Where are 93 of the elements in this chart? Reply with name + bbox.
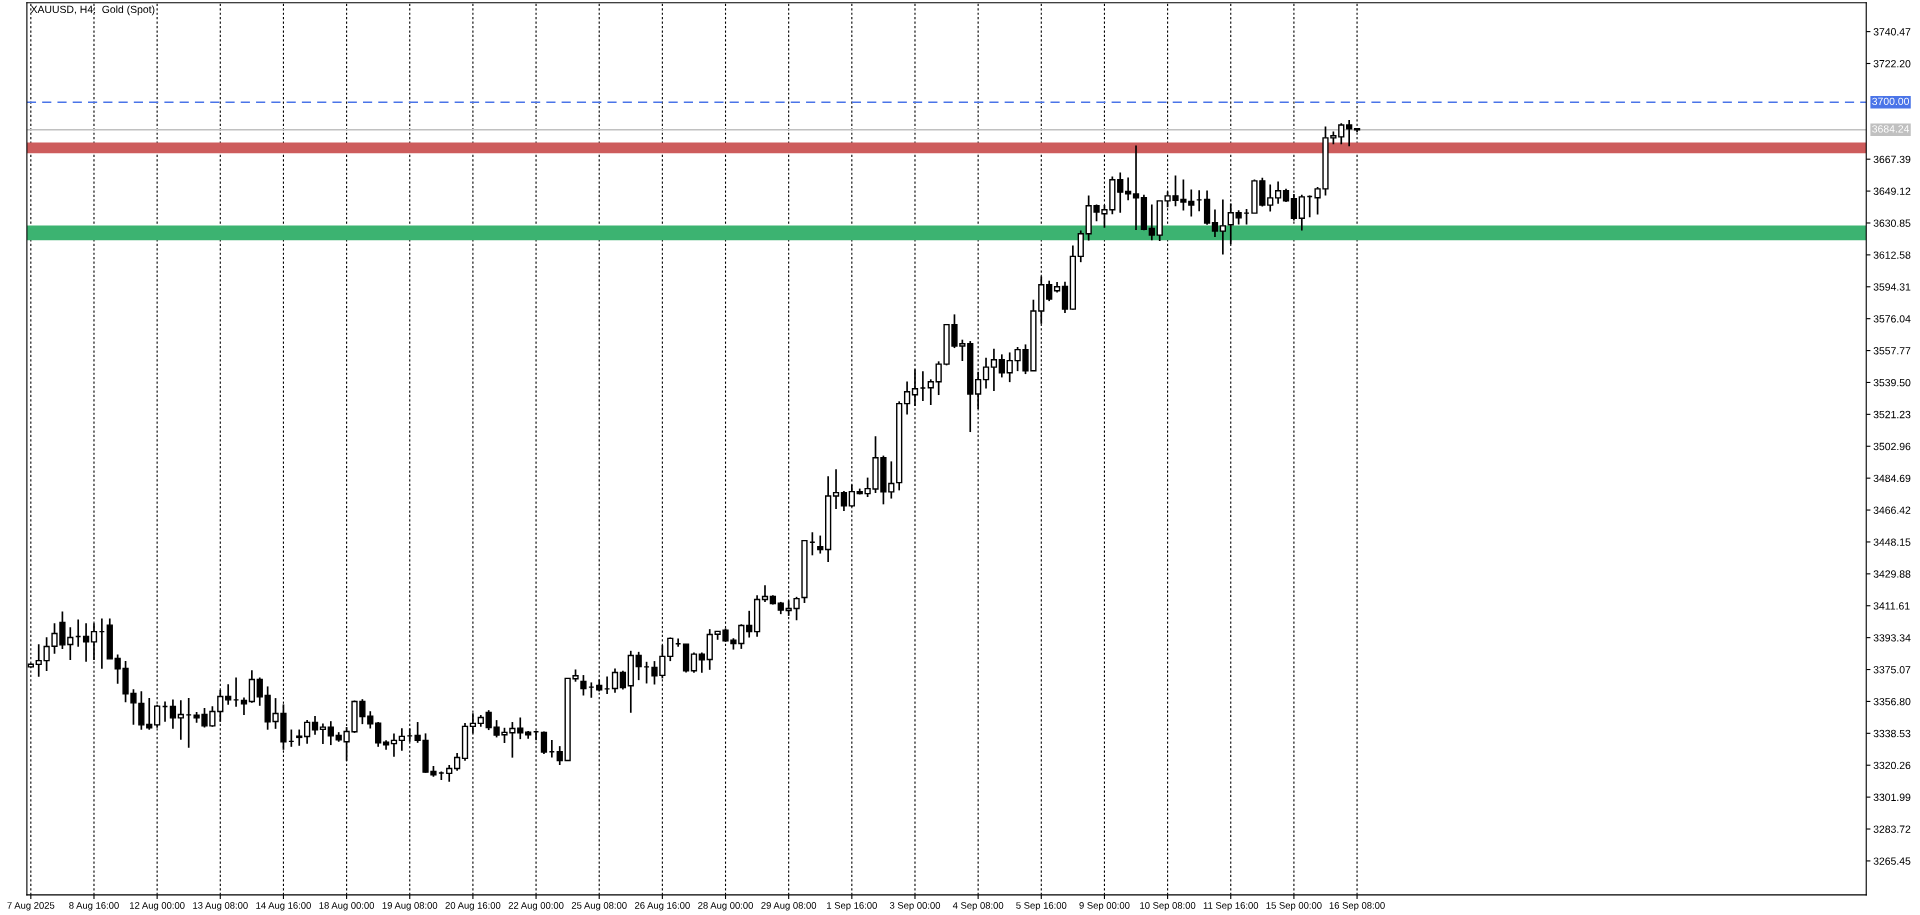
ref-line-label: 3700.00 (1872, 97, 1909, 106)
y-tick-label: 3356.80 (1873, 697, 1911, 706)
candlestick (256, 676, 263, 707)
candlestick (1267, 183, 1274, 213)
candlestick (1203, 189, 1211, 226)
x-tick-label: 26 Aug 16:00 (635, 902, 690, 911)
y-tick-label: 3320.26 (1873, 761, 1911, 770)
y-tick-label: 3557.77 (1873, 347, 1911, 355)
x-tick-label: 13 Aug 08:00 (193, 902, 248, 911)
y-tick-label: 3393.34 (1873, 634, 1911, 642)
candlestick (982, 356, 990, 390)
x-tick-label: 28 Aug 00:00 (698, 902, 753, 911)
x-tick-label: 12 Aug 00:00 (130, 902, 185, 911)
candlestick (82, 622, 90, 663)
x-tick-label: 20 Aug 16:00 (445, 902, 501, 911)
y-tick-label: 3722.20 (1873, 60, 1911, 68)
x-tick-label: 15 Sep 00:00 (1266, 902, 1322, 911)
candlestick (225, 683, 232, 706)
candlestick (990, 347, 998, 392)
candlestick (1046, 279, 1053, 302)
x-tick-label: 9 Sep 00:00 (1079, 902, 1130, 911)
x-tick-label: 25 Aug 08:00 (571, 902, 627, 911)
x-tick-label: 29 Aug 08:00 (761, 902, 817, 911)
y-tick-label: 3667.39 (1873, 155, 1911, 164)
candlestick (311, 715, 319, 736)
x-tick-label: 14 Aug 16:00 (256, 902, 311, 911)
candlestick (1219, 198, 1227, 256)
candlestick (761, 584, 769, 603)
candlestick (303, 719, 311, 745)
candlestick (319, 722, 327, 745)
candlestick (1132, 144, 1140, 231)
candlestick (998, 353, 1005, 379)
y-tick-label: 3411.61 (1873, 602, 1910, 610)
y-tick-label: 3630.85 (1873, 219, 1911, 227)
candlestick (177, 699, 184, 741)
candlestick (1148, 203, 1155, 242)
candlestick (1274, 180, 1282, 205)
candlestick (398, 727, 405, 752)
candlestick (635, 651, 642, 681)
x-tick-label: 22 Aug 00:00 (508, 902, 564, 911)
candlestick (927, 378, 934, 406)
y-tick-label: 3265.45 (1873, 857, 1911, 865)
ref-line-label: 3684.24 (1872, 125, 1910, 133)
y-tick-label: 3740.47 (1873, 28, 1911, 36)
y-tick-label: 3502.96 (1873, 442, 1911, 451)
y-tick-label: 3375.07 (1873, 666, 1911, 674)
x-tick-label: 4 Sep 08:00 (952, 902, 1004, 911)
candlestick (1117, 171, 1124, 214)
x-tick-label: 11 Sep 16:00 (1203, 902, 1259, 911)
candlestick (248, 669, 256, 704)
x-tick-label: 10 Sep 08:00 (1140, 902, 1196, 911)
y-tick-label: 3301.99 (1873, 793, 1911, 801)
x-tick-label: 8 Aug 16:00 (69, 902, 119, 911)
x-tick-label: 3 Sep 00:00 (889, 902, 941, 911)
candlestick (240, 696, 248, 716)
candlestick (1077, 229, 1084, 264)
y-tick-label: 3612.58 (1873, 251, 1911, 259)
y-tick-label: 3484.69 (1873, 474, 1911, 483)
candlestick (580, 674, 587, 697)
candlestick (746, 609, 753, 639)
candlestick (832, 468, 840, 510)
y-tick-label: 3576.04 (1873, 315, 1911, 323)
y-tick-label: 3649.12 (1873, 187, 1911, 195)
x-tick-label: 18 Aug 00:00 (319, 902, 375, 911)
y-tick-label: 3539.50 (1873, 378, 1911, 387)
candlestick (375, 721, 382, 748)
y-tick-label: 3338.53 (1873, 729, 1911, 738)
candlestick (327, 720, 334, 746)
y-tick-label: 3594.31 (1873, 283, 1911, 291)
chart-title: XAUUSD, H4: Gold (Spot) (30, 5, 155, 16)
y-tick-label: 3448.15 (1873, 538, 1911, 546)
y-tick-label: 3283.72 (1873, 825, 1911, 833)
x-tick-label: 7 Aug 2025 (7, 902, 55, 911)
candlestick (1061, 280, 1069, 314)
x-tick-label: 16 Sep 08:00 (1329, 902, 1385, 911)
candlestick (1211, 208, 1219, 238)
x-tick-label: 19 Aug 08:00 (382, 902, 438, 911)
x-tick-label: 5 Sep 16:00 (1016, 902, 1067, 911)
x-tick-label: 1 Sep 16:00 (827, 902, 877, 911)
candlestick (1298, 193, 1305, 232)
candlestick (611, 667, 619, 694)
candlestick (840, 490, 848, 512)
candlestick (169, 698, 177, 730)
candlestick (619, 669, 627, 691)
candlestick (540, 730, 548, 755)
candlestick (903, 380, 911, 416)
candlestick (817, 534, 824, 555)
candlestick (1124, 176, 1132, 202)
candlestick (296, 728, 303, 747)
y-tick-label: 3521.23 (1873, 410, 1911, 419)
candlestick (1346, 119, 1353, 148)
y-tick-label: 3466.42 (1873, 506, 1911, 514)
y-tick-label: 3429.88 (1873, 570, 1911, 578)
